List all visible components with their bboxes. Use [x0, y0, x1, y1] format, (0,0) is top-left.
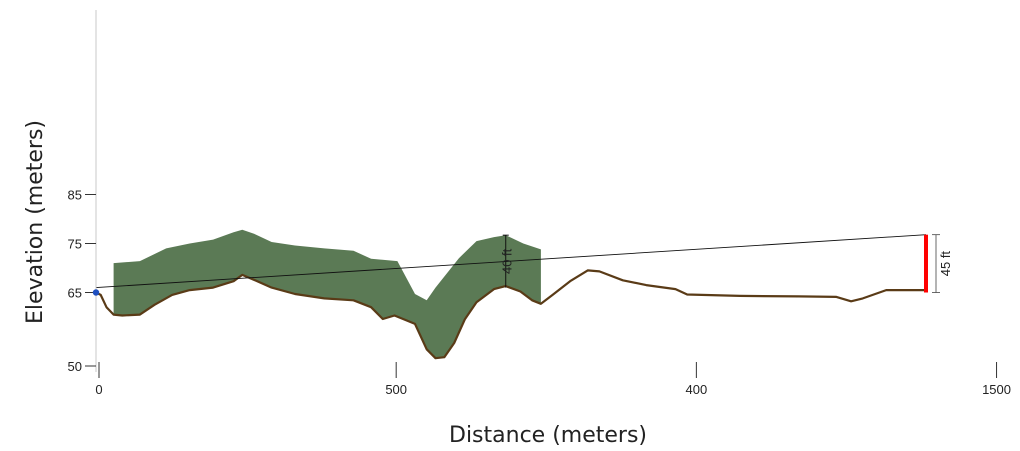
- x-tick-label: 400: [686, 382, 708, 397]
- tick-layer: 50 65 75 85 0 500 400 1500: [68, 188, 1011, 398]
- y-tick-label: 85: [68, 188, 82, 203]
- observer-point: [92, 289, 100, 296]
- x-tick-label: 1500: [982, 382, 1011, 397]
- y-tick-label: 75: [68, 237, 82, 252]
- target-height-label: 45 ft: [938, 251, 953, 277]
- x-axis-title: Distance (meters): [449, 423, 647, 448]
- vegetation-area: [113, 229, 541, 359]
- obstruction-height-label: 40 ft: [500, 248, 515, 274]
- y-tick-label: 65: [68, 286, 82, 301]
- x-tick-label: 0: [95, 382, 102, 397]
- terrain-layer: [95, 269, 926, 360]
- vegetation-layer: [113, 229, 541, 359]
- terrain-line: [95, 269, 926, 360]
- sight-line: [95, 234, 927, 289]
- y-axis-title: Elevation (meters): [23, 120, 48, 324]
- y-tick-label: 50: [68, 359, 82, 374]
- x-tick-label: 500: [385, 382, 407, 397]
- marker-layer: 40 ft 45 ft: [92, 234, 953, 296]
- sightline-layer: [95, 234, 927, 289]
